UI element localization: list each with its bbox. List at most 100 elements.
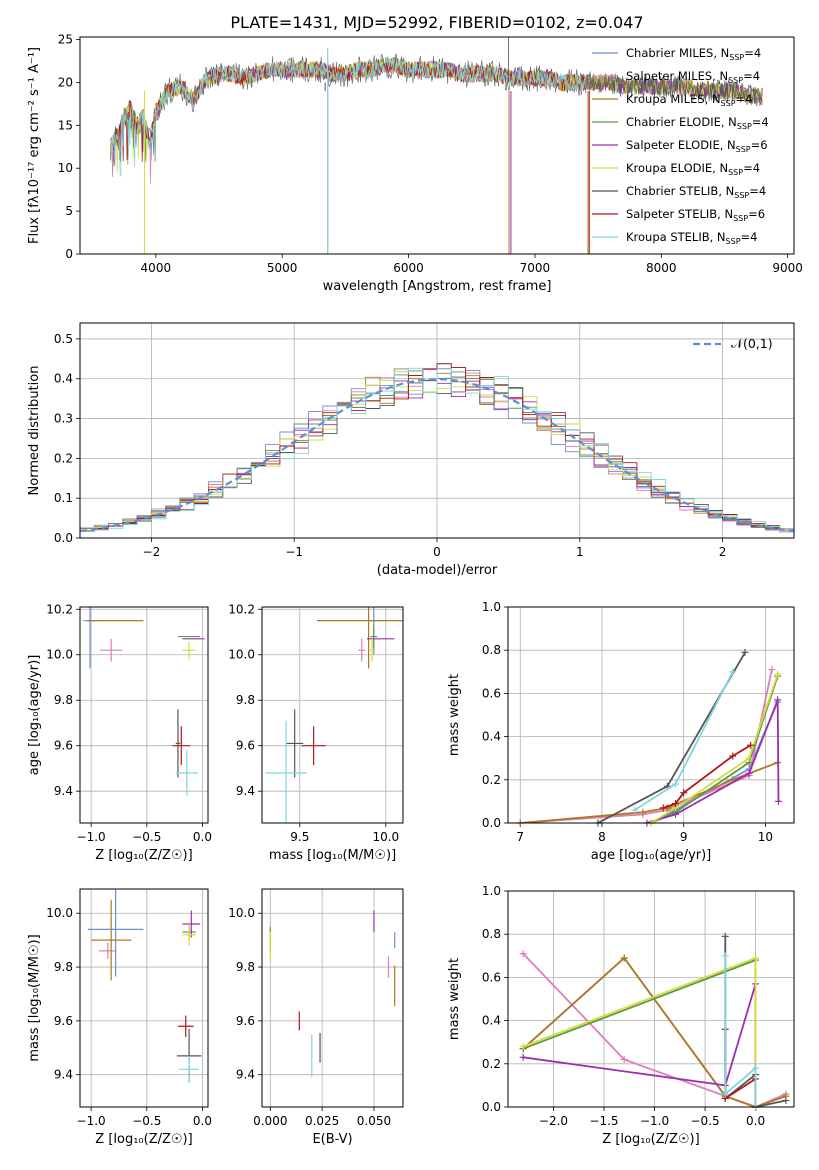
y-axis-label: mass weight [447,674,462,756]
x-axis-label: Z [log₁₀(Z/Z☉)] [95,848,192,863]
legend-nssp: =4 [743,69,760,83]
weight-line-7 [663,744,752,809]
y-tick-label: 0.0 [482,1100,501,1114]
y-tick-label: 0.6 [482,970,501,984]
weight-line-1 [522,952,787,1107]
legend-label-0: Chabrier MILES, NSSP=4 [626,46,761,62]
x-axis-label: E(B-V) [312,1132,352,1147]
x-tick-label: 8 [598,830,606,844]
x-tick-label: −1.0 [640,1114,669,1128]
weight-line-6 [597,651,746,823]
y-tick-label: 0.8 [482,643,501,657]
x-axis-label: age [log₁₀(age/yr)] [591,848,712,863]
y-tick-label: 0.4 [54,372,73,386]
y-tick-label: 0.0 [482,816,501,830]
x-tick-label: −0.5 [132,1114,161,1128]
x-tick-label: 2 [719,545,727,559]
spectrum-line-grey-tail [585,71,763,107]
weight-line-4 [646,699,780,823]
y-tick-label: 10.0 [46,648,73,662]
x-tick-label: 9.5 [290,830,309,844]
legend-label-8: Kroupa STELIB, NSSP=4 [626,230,757,246]
x-tick-label: 4000 [141,261,172,275]
y-tick-label: 10.2 [228,602,255,616]
x-tick-label: 0.025 [305,1114,339,1128]
legend-nssp: =4 [741,230,758,244]
x-tick-label: 0.050 [357,1114,391,1128]
mass-vs-z-panel: −1.0 −0.5 0.0 9.4 9.6 9.8 10.0 Z [log₁₀(Z/Z☉)] m… [27,888,212,1147]
x-tick-label: 10.0 [372,830,399,844]
y-tick-label: 10.0 [46,906,73,920]
legend-label-6: Chabrier STELIB, NSSP=4 [626,184,766,200]
y-tick-label: 15 [58,118,73,132]
x-tick-label: −1.5 [589,1114,618,1128]
weight-vs-z-panel: −2.0 −1.5 −1.0 −0.5 0.0 0.0 0.2 0.4 0.6 0.8 1.0 Z [… [447,884,795,1147]
y-tick-label: 9.8 [236,693,255,707]
y-tick-label: 10.0 [228,906,255,920]
weight-vs-age-panel: 7 8 9 10 0.0 0.2 0.4 0.6 0.8 1.0 age [log₁₀(age/yr… [447,600,795,863]
y-tick-label: 0 [65,247,73,261]
y-tick-label: 10.0 [228,648,255,662]
histogram-panel: −2 −1 0 1 2 0.0 0.1 0.2 0.3 0.4 0.5 (data-model)/er… [27,322,795,578]
legend-subscript: SSP [734,191,749,200]
y-tick-label: 0.2 [482,1057,501,1071]
legend-label-5: Kroupa ELODIE, NSSP=4 [626,161,760,177]
x-tick-label: 0.0 [746,1114,765,1128]
age-vs-mass-panel: 9.5 10.0 9.4 9.6 9.8 10.0 10.2 mass [log₁₀(M/M☉… [228,602,404,863]
y-tick-label: 9.4 [54,784,73,798]
weight-line-1 [520,669,773,823]
y-tick-label: 20 [58,75,73,89]
x-tick-label: 7 [516,830,524,844]
x-axis-label: mass [log₁₀(M/M☉)] [269,848,396,863]
legend-nssp: =4 [736,92,753,106]
y-axis-label: Flux [fλ10⁻¹⁷ erg cm⁻² s⁻¹ A⁻¹] [27,47,42,244]
legend-nssp: =6 [748,207,765,221]
y-tick-label: 9.6 [236,739,255,753]
x-tick-label: −1.0 [77,1114,106,1128]
x-tick-label: 0.0 [193,830,212,844]
y-axis-label: Normed distribution [27,366,42,496]
legend-nssp: =4 [749,184,766,198]
legend-nssp: =4 [752,115,769,129]
legend-subscript: SSP [726,237,741,246]
y-tick-label: 0.8 [482,927,501,941]
legend-subscript: SSP [737,122,752,131]
age-vs-z-panel: −1.0 −0.5 0.0 9.4 9.6 9.8 10.0 10.2 Z [log₁₀(Z/Z… [27,602,212,863]
legend-subscript: SSP [736,145,751,154]
y-tick-label: 0.5 [54,332,73,346]
axes-frame [507,890,795,1108]
axes-frame [79,606,209,824]
y-tick-label: 9.8 [54,960,73,974]
x-tick-label: 9000 [772,261,803,275]
y-tick-label: 9.4 [236,784,255,798]
legend-label-4: Salpeter ELODIE, NSSP=6 [626,138,768,154]
x-tick-label: 9 [680,830,688,844]
axes-frame [79,888,209,1108]
legend-label-3: Chabrier ELODIE, NSSP=4 [626,115,769,131]
axes-frame [79,322,795,539]
x-axis-label: Z [log₁₀(Z/Z☉)] [95,1132,192,1147]
y-tick-label: 10.2 [46,602,73,616]
spectrum-panel: 4000 5000 6000 7000 8000 9000 0 5 10 15 20 25 wavele… [27,33,803,294]
x-tick-label: 6000 [393,261,424,275]
legend-subscript: SSP [721,99,736,108]
y-axis-label: mass weight [447,958,462,1040]
legend-subscript: SSP [728,76,743,85]
y-tick-label: 9.4 [236,1068,255,1082]
x-tick-label: −0.5 [132,830,161,844]
y-tick-label: 5 [65,204,73,218]
x-tick-label: 0.000 [253,1114,287,1128]
x-tick-label: −2.0 [539,1114,568,1128]
gaussian-curve [80,378,794,533]
x-axis-label: (data-model)/error [377,563,498,578]
y-tick-label: 0.1 [54,491,73,505]
y-tick-label: 9.6 [54,739,73,753]
legend-nssp: =6 [751,138,768,152]
legend-subscript: SSP [733,214,748,223]
axes-frame [507,606,795,824]
y-tick-label: 9.4 [54,1068,73,1082]
y-tick-label: 9.8 [236,960,255,974]
x-tick-label: −0.5 [690,1114,719,1128]
y-tick-label: 9.6 [236,1014,255,1028]
